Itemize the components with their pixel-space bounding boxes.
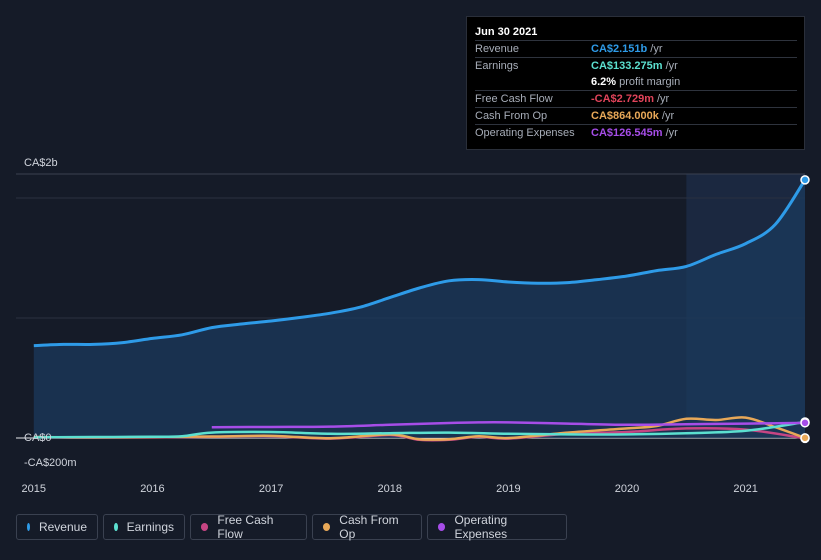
tooltip-row-free-cash-flow: Free Cash Flow -CA$2.729m /yr bbox=[475, 91, 797, 108]
legend-label: Revenue bbox=[38, 520, 87, 534]
tooltip-date: Jun 30 2021 bbox=[475, 24, 797, 41]
x-tick-label: 2015 bbox=[22, 483, 46, 495]
series-end-marker-operating-expenses bbox=[800, 418, 810, 428]
legend-item-free-cash-flow[interactable]: Free Cash Flow bbox=[190, 513, 307, 541]
legend-item-revenue[interactable]: Revenue bbox=[16, 514, 98, 540]
tooltip-unit: /yr bbox=[656, 93, 670, 105]
tooltip-panel: Jun 30 2021 Revenue CA$2.151b /yr Earnin… bbox=[466, 16, 805, 150]
x-axis: 2015 2016 2017 2018 2019 2020 2021 bbox=[22, 483, 758, 495]
tooltip-label: Operating Expenses bbox=[475, 127, 575, 139]
tooltip-unit: /yr bbox=[661, 110, 675, 122]
tooltip-unit: profit margin bbox=[619, 76, 681, 88]
legend-item-earnings[interactable]: Earnings bbox=[103, 514, 185, 540]
tooltip-label: Revenue bbox=[475, 43, 520, 55]
legend-label: Free Cash Flow bbox=[217, 513, 274, 541]
tooltip-row-cash-from-op: Cash From Op CA$864.000k /yr bbox=[475, 108, 797, 125]
tooltip-label: Cash From Op bbox=[475, 110, 548, 122]
x-tick-label: 2018 bbox=[377, 483, 401, 495]
legend-dot-icon bbox=[201, 523, 209, 531]
legend-dot-icon bbox=[323, 523, 331, 531]
legend-dot-icon bbox=[438, 523, 446, 531]
tooltip-value: 6.2% bbox=[591, 76, 617, 88]
y-tick-label: -CA$200m bbox=[24, 457, 77, 469]
tooltip-unit: /yr bbox=[650, 43, 663, 55]
x-tick-label: 2019 bbox=[496, 483, 520, 495]
series-area-revenue bbox=[33, 179, 805, 438]
legend-label: Cash From Op bbox=[339, 513, 399, 541]
series-end-marker-cash-from-op bbox=[800, 433, 810, 443]
tooltip-value: CA$126.545m bbox=[591, 127, 663, 139]
legend-item-cash-from-op[interactable]: Cash From Op bbox=[312, 513, 422, 541]
tooltip-label bbox=[475, 74, 591, 90]
x-tick-label: 2016 bbox=[140, 483, 164, 495]
tooltip-unit: /yr bbox=[665, 60, 678, 72]
y-axis: CA$2b CA$0 -CA$200m bbox=[24, 157, 77, 469]
tooltip-label: Free Cash Flow bbox=[475, 93, 553, 105]
series-line-revenue bbox=[33, 179, 807, 348]
tooltip-value: CA$864.000k bbox=[591, 110, 659, 122]
legend-label: Earnings bbox=[126, 520, 174, 534]
legend-dot-icon bbox=[114, 523, 118, 531]
series-line-cash-from-op bbox=[33, 416, 806, 441]
legend-label: Operating Expenses bbox=[454, 513, 508, 541]
series-layer bbox=[33, 175, 810, 444]
tooltip-row-operating-expenses: Operating Expenses CA$126.545m /yr bbox=[475, 125, 797, 141]
y-tick-label: CA$0 bbox=[24, 432, 52, 444]
tooltip-row-revenue: Revenue CA$2.151b /yr bbox=[475, 41, 797, 58]
x-tick-label: 2021 bbox=[733, 483, 757, 495]
legend: Revenue Earnings Free Cash Flow Cash Fro… bbox=[16, 513, 567, 541]
tooltip-value: -CA$2.729m bbox=[591, 93, 654, 105]
tooltip-value: CA$133.275m bbox=[591, 60, 663, 72]
series-end-marker-revenue bbox=[800, 175, 810, 185]
tooltip-value: CA$2.151b bbox=[591, 43, 648, 55]
series-line-operating-expenses bbox=[211, 421, 806, 429]
y-tick-label: CA$2b bbox=[24, 157, 58, 169]
legend-item-operating-expenses[interactable]: Operating Expenses bbox=[427, 513, 567, 541]
tooltip-row-profit-margin: 6.2% profit margin bbox=[475, 74, 797, 91]
tooltip-label: Earnings bbox=[475, 60, 519, 72]
series-line-earnings bbox=[33, 420, 806, 439]
x-tick-label: 2020 bbox=[615, 483, 639, 495]
legend-dot-icon bbox=[27, 523, 30, 531]
tooltip-row-earnings: Earnings CA$133.275m /yr bbox=[475, 58, 797, 74]
x-tick-label: 2017 bbox=[259, 483, 283, 495]
tooltip-unit: /yr bbox=[665, 127, 678, 139]
